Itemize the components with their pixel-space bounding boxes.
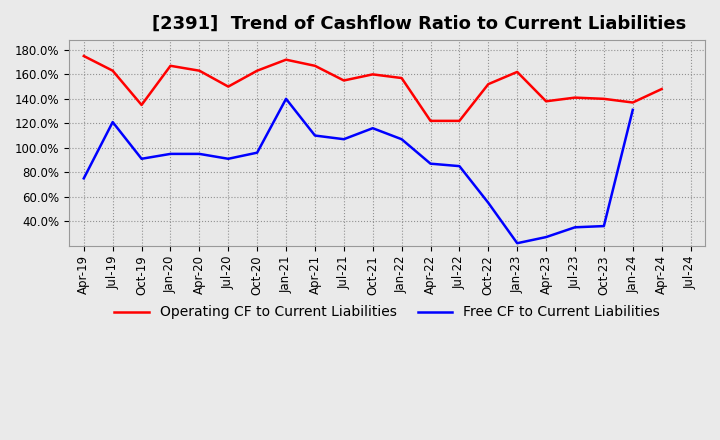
Free CF to Current Liabilities <box>195 151 204 157</box>
Free CF to Current Liabilities <box>455 164 464 169</box>
Operating CF to Current Liabilities <box>455 118 464 124</box>
Free CF to Current Liabilities <box>79 176 88 181</box>
Operating CF to Current Liabilities <box>541 99 550 104</box>
Free CF to Current Liabilities <box>310 133 319 138</box>
Operating CF to Current Liabilities <box>600 96 608 102</box>
Free CF to Current Liabilities <box>166 151 175 157</box>
Free CF to Current Liabilities <box>282 96 290 102</box>
Operating CF to Current Liabilities <box>340 78 348 83</box>
Operating CF to Current Liabilities <box>138 103 146 108</box>
Legend: Operating CF to Current Liabilities, Free CF to Current Liabilities: Operating CF to Current Liabilities, Fre… <box>109 300 666 325</box>
Operating CF to Current Liabilities <box>166 63 175 69</box>
Free CF to Current Liabilities <box>369 125 377 131</box>
Operating CF to Current Liabilities <box>79 53 88 59</box>
Free CF to Current Liabilities <box>513 241 521 246</box>
Free CF to Current Liabilities <box>541 235 550 240</box>
Operating CF to Current Liabilities <box>629 100 637 105</box>
Free CF to Current Liabilities <box>138 156 146 161</box>
Line: Free CF to Current Liabilities: Free CF to Current Liabilities <box>84 99 633 243</box>
Operating CF to Current Liabilities <box>657 86 666 92</box>
Operating CF to Current Liabilities <box>224 84 233 89</box>
Free CF to Current Liabilities <box>397 136 406 142</box>
Free CF to Current Liabilities <box>600 224 608 229</box>
Free CF to Current Liabilities <box>571 225 580 230</box>
Free CF to Current Liabilities <box>629 107 637 113</box>
Text: [2391]  Trend of Cashflow Ratio to Current Liabilities: [2391] Trend of Cashflow Ratio to Curren… <box>152 15 686 33</box>
Free CF to Current Liabilities <box>484 200 492 205</box>
Operating CF to Current Liabilities <box>310 63 319 69</box>
Free CF to Current Liabilities <box>340 136 348 142</box>
Operating CF to Current Liabilities <box>369 72 377 77</box>
Operating CF to Current Liabilities <box>513 69 521 74</box>
Free CF to Current Liabilities <box>253 150 261 155</box>
Operating CF to Current Liabilities <box>426 118 435 124</box>
Free CF to Current Liabilities <box>426 161 435 166</box>
Operating CF to Current Liabilities <box>195 68 204 73</box>
Operating CF to Current Liabilities <box>571 95 580 100</box>
Operating CF to Current Liabilities <box>109 68 117 73</box>
Free CF to Current Liabilities <box>109 119 117 125</box>
Line: Operating CF to Current Liabilities: Operating CF to Current Liabilities <box>84 56 662 121</box>
Operating CF to Current Liabilities <box>282 57 290 62</box>
Operating CF to Current Liabilities <box>397 75 406 81</box>
Operating CF to Current Liabilities <box>253 68 261 73</box>
Free CF to Current Liabilities <box>224 156 233 161</box>
Operating CF to Current Liabilities <box>484 81 492 87</box>
